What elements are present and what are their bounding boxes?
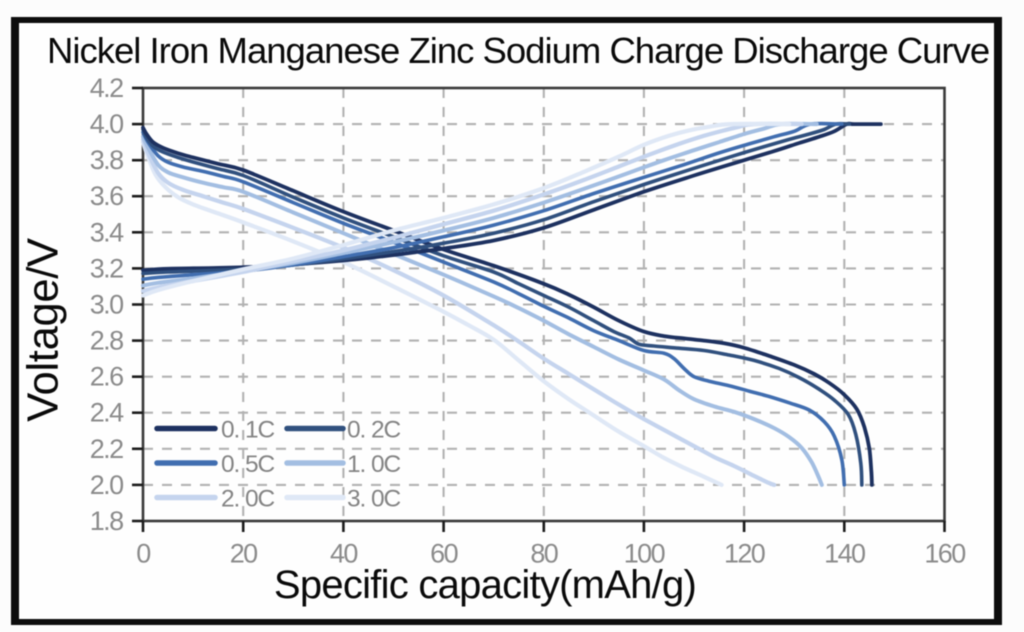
svg-text:3.4: 3.4 — [90, 217, 124, 247]
svg-text:1.8: 1.8 — [90, 506, 123, 536]
svg-text:2.8: 2.8 — [90, 326, 123, 356]
svg-text:3.8: 3.8 — [90, 145, 123, 175]
svg-text:3.6: 3.6 — [90, 181, 123, 211]
svg-text:80: 80 — [530, 539, 557, 569]
svg-text:2.2: 2.2 — [90, 434, 123, 464]
svg-text:2.0: 2.0 — [90, 470, 123, 500]
svg-text:60: 60 — [430, 539, 457, 569]
svg-text:40: 40 — [330, 539, 357, 569]
svg-text:2. 0C: 2. 0C — [221, 486, 274, 513]
svg-text:100: 100 — [624, 539, 665, 569]
svg-text:1. 0C: 1. 0C — [347, 451, 400, 478]
svg-text:140: 140 — [824, 539, 865, 569]
svg-text:4.2: 4.2 — [90, 73, 123, 103]
svg-text:2.6: 2.6 — [90, 362, 123, 392]
svg-text:20: 20 — [230, 539, 257, 569]
svg-text:0. 5C: 0. 5C — [221, 451, 274, 478]
svg-text:2.4: 2.4 — [90, 398, 124, 428]
svg-text:4.0: 4.0 — [90, 109, 123, 139]
svg-text:0: 0 — [136, 539, 150, 569]
svg-text:3. 0C: 3. 0C — [347, 486, 400, 513]
svg-text:0. 1C: 0. 1C — [221, 417, 274, 444]
svg-text:Voltage/V: Voltage/V — [20, 238, 68, 422]
svg-text:3.2: 3.2 — [90, 253, 123, 283]
svg-text:120: 120 — [724, 539, 765, 569]
svg-text:0. 2C: 0. 2C — [347, 417, 400, 444]
svg-text:Specific capacity(mAh/g): Specific capacity(mAh/g) — [274, 563, 696, 607]
svg-text:160: 160 — [924, 539, 965, 569]
svg-text:3.0: 3.0 — [90, 290, 123, 320]
